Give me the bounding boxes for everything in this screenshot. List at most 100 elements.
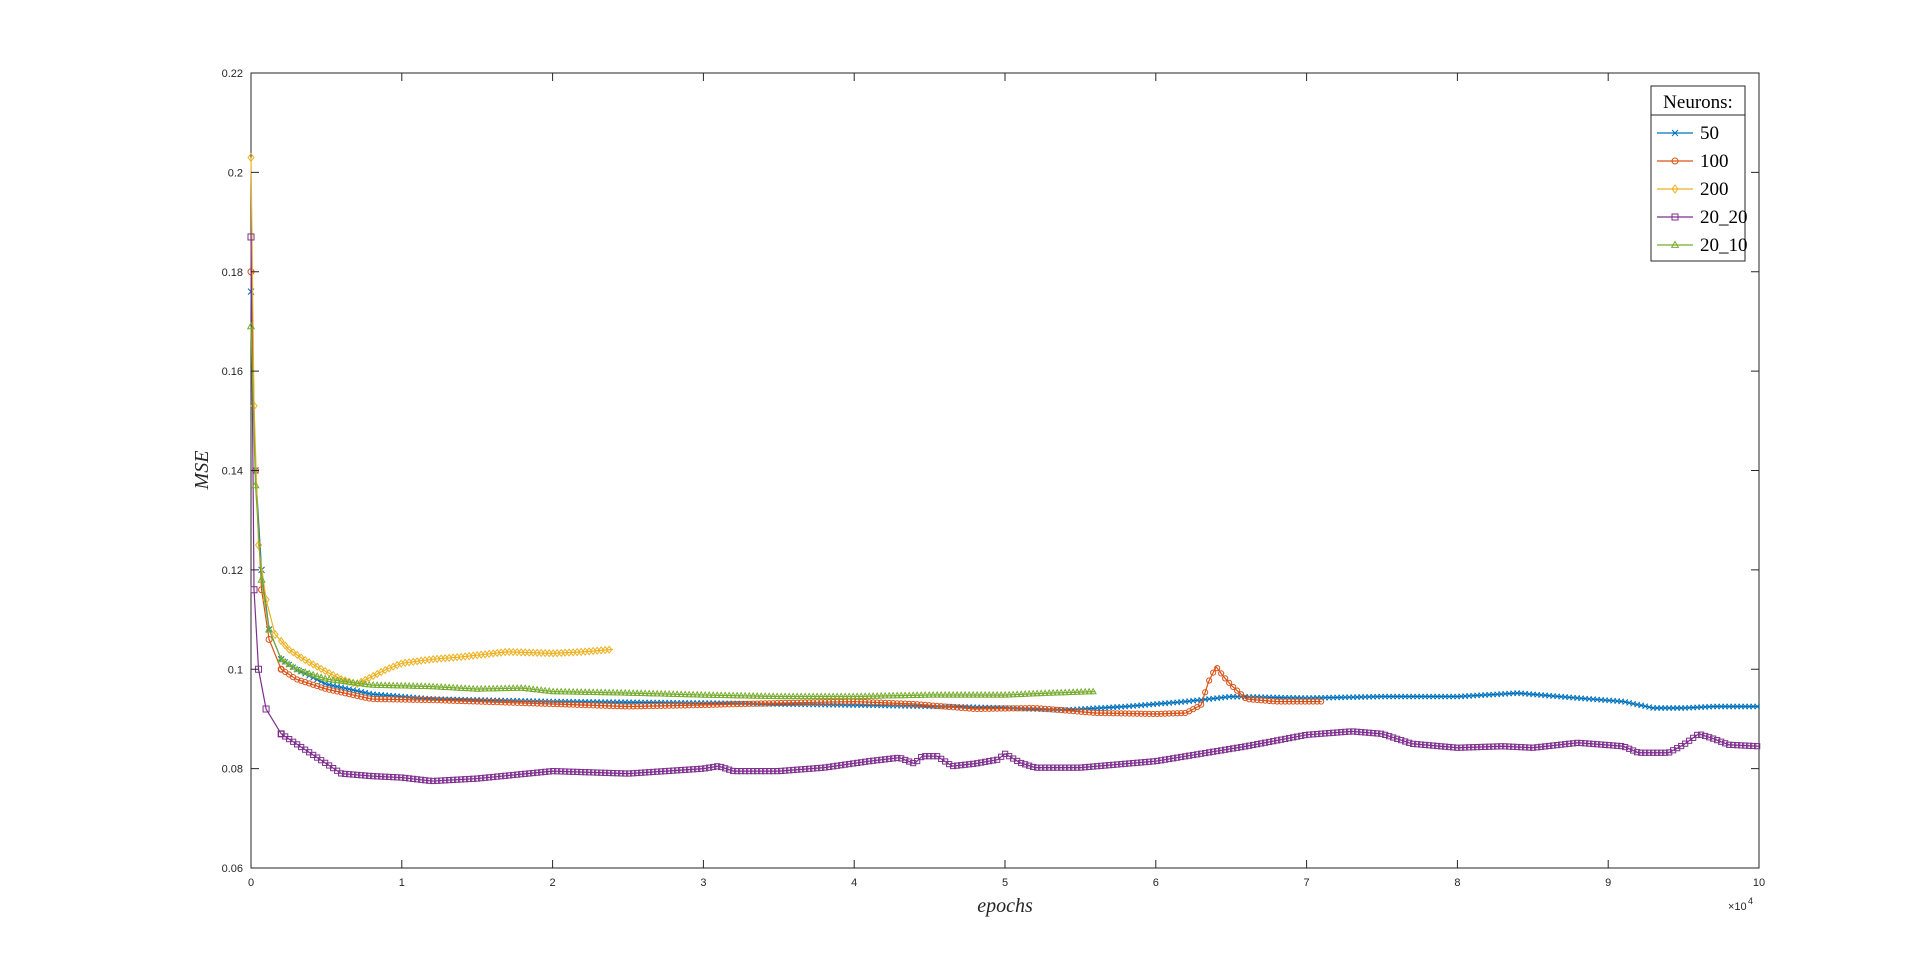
legend-marker bbox=[1671, 184, 1679, 194]
data-point bbox=[629, 689, 637, 696]
data-point bbox=[1386, 733, 1393, 740]
data-point bbox=[389, 681, 397, 689]
data-point bbox=[1578, 739, 1585, 747]
data-point bbox=[1037, 689, 1045, 697]
data-point bbox=[1650, 749, 1657, 756]
data-point bbox=[1462, 744, 1469, 751]
data-point bbox=[1358, 729, 1365, 736]
data-point bbox=[710, 763, 717, 771]
data-point bbox=[598, 769, 605, 776]
data-point bbox=[365, 680, 373, 688]
data-point bbox=[1718, 738, 1725, 745]
data-point bbox=[1214, 747, 1221, 755]
data-point bbox=[506, 772, 513, 779]
data-point bbox=[922, 753, 929, 760]
data-point bbox=[657, 689, 665, 697]
data-point bbox=[681, 690, 689, 698]
data-point bbox=[1430, 742, 1437, 749]
data-point bbox=[805, 692, 813, 700]
data-point bbox=[486, 698, 493, 706]
data-point bbox=[1198, 701, 1205, 708]
data-point bbox=[485, 684, 493, 692]
data-point bbox=[878, 699, 885, 706]
data-point bbox=[410, 775, 417, 782]
data-point bbox=[526, 700, 533, 707]
data-point bbox=[414, 696, 421, 703]
data-point bbox=[874, 699, 881, 706]
data-point bbox=[1206, 749, 1213, 756]
data-point bbox=[1634, 749, 1641, 756]
data-point bbox=[382, 773, 389, 780]
data-point bbox=[910, 760, 917, 767]
data-point bbox=[1146, 710, 1153, 717]
data-point bbox=[529, 685, 537, 692]
data-point bbox=[342, 690, 349, 697]
data-point bbox=[650, 768, 657, 776]
data-point bbox=[702, 765, 709, 772]
data-point bbox=[257, 575, 266, 583]
data-point bbox=[1438, 743, 1445, 750]
data-point bbox=[885, 691, 893, 699]
data-point bbox=[990, 705, 997, 712]
data-point bbox=[646, 769, 653, 776]
data-point bbox=[477, 684, 485, 692]
data-point bbox=[889, 691, 897, 699]
y-tick-label: 0.1 bbox=[228, 664, 243, 676]
data-point bbox=[518, 699, 525, 707]
data-point bbox=[1041, 689, 1049, 696]
data-point bbox=[802, 699, 809, 706]
data-point bbox=[1598, 741, 1605, 748]
data-point bbox=[1106, 710, 1113, 717]
data-point bbox=[1158, 710, 1165, 717]
data-point bbox=[1130, 710, 1137, 717]
data-point bbox=[858, 759, 865, 766]
data-point bbox=[630, 770, 637, 777]
data-point bbox=[942, 703, 949, 710]
data-point bbox=[321, 674, 329, 682]
data-point bbox=[1013, 690, 1021, 698]
data-point bbox=[1266, 697, 1273, 705]
data-point bbox=[706, 764, 713, 771]
legend-label: 20_20 bbox=[1700, 207, 1748, 228]
data-point bbox=[922, 701, 929, 709]
data-point bbox=[610, 702, 617, 710]
data-point bbox=[1274, 698, 1281, 705]
data-point bbox=[718, 763, 725, 771]
x-tick-label: 10 bbox=[1753, 877, 1765, 889]
data-point bbox=[785, 692, 793, 700]
data-point bbox=[1226, 679, 1233, 686]
data-point bbox=[714, 701, 721, 708]
data-point bbox=[1222, 746, 1229, 753]
data-point bbox=[1530, 744, 1537, 751]
data-point bbox=[454, 697, 461, 704]
axes-box bbox=[250, 72, 1760, 869]
data-point bbox=[546, 768, 553, 775]
data-point bbox=[277, 636, 285, 646]
data-point bbox=[1010, 705, 1017, 712]
data-point bbox=[1238, 744, 1245, 751]
data-point bbox=[798, 699, 805, 706]
x-tick-label: 2 bbox=[550, 877, 556, 889]
data-point bbox=[530, 700, 537, 707]
data-point bbox=[1542, 743, 1549, 750]
data-point bbox=[289, 663, 297, 670]
data-point bbox=[881, 691, 889, 699]
data-point bbox=[1026, 705, 1033, 712]
data-point bbox=[686, 702, 693, 709]
data-point bbox=[378, 773, 385, 780]
data-point bbox=[846, 760, 853, 768]
data-point bbox=[1750, 742, 1757, 750]
data-point bbox=[533, 648, 541, 658]
data-point bbox=[1194, 751, 1201, 758]
data-point bbox=[1490, 743, 1497, 750]
data-point bbox=[1074, 764, 1081, 771]
data-point bbox=[450, 776, 457, 783]
x-tick-label: 0 bbox=[248, 877, 254, 889]
data-point bbox=[1102, 710, 1109, 717]
data-point bbox=[1502, 743, 1509, 750]
data-point bbox=[513, 684, 521, 691]
data-point bbox=[841, 692, 849, 700]
data-point bbox=[918, 701, 925, 708]
data-point bbox=[1142, 710, 1149, 717]
data-point bbox=[790, 766, 797, 774]
